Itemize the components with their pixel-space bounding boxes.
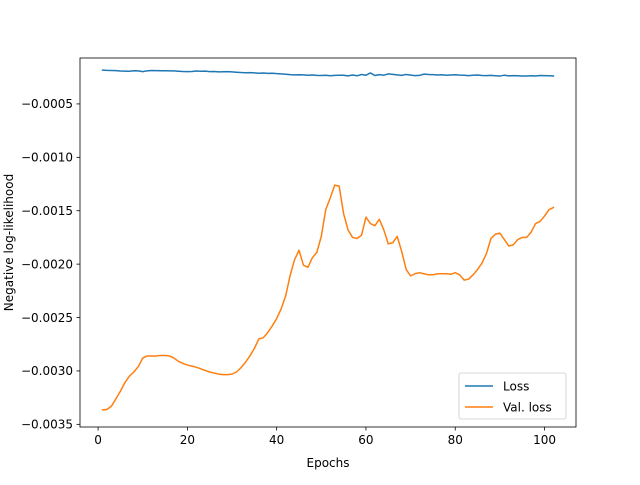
- plot-frame: [79, 57, 577, 428]
- legend: Loss Val. loss: [458, 372, 567, 420]
- x-tick-label: 0: [94, 433, 102, 447]
- legend-label-val-loss: Val. loss: [503, 400, 552, 414]
- y-tick-label: −0.0035: [21, 418, 73, 432]
- x-tick-label: 40: [269, 433, 284, 447]
- y-tick-label: −0.0025: [21, 311, 73, 325]
- y-tick-label: −0.0030: [21, 364, 73, 378]
- y-tick-label: −0.0005: [21, 97, 73, 111]
- legend-label-loss: Loss: [503, 379, 529, 393]
- axes-layer: 0 20 40 60 80 100 −0.0035 −0.0030 −0.0025 −0.0020…: [21, 57, 577, 447]
- series-line-val-loss: [101, 184, 555, 411]
- y-axis-label: Negative log-likelihood: [2, 174, 16, 311]
- y-tick-label: −0.0015: [21, 204, 73, 218]
- series-line-loss: [101, 69, 555, 77]
- y-tick-label: −0.0020: [21, 257, 73, 271]
- x-tick-label: 20: [180, 433, 195, 447]
- x-tick-label: 60: [358, 433, 373, 447]
- y-tick-label: −0.0010: [21, 151, 73, 165]
- x-axis-label: Epochs: [307, 456, 350, 470]
- series-layer: [101, 69, 555, 411]
- x-tick-label: 80: [448, 433, 463, 447]
- x-tick-label: 100: [533, 433, 556, 447]
